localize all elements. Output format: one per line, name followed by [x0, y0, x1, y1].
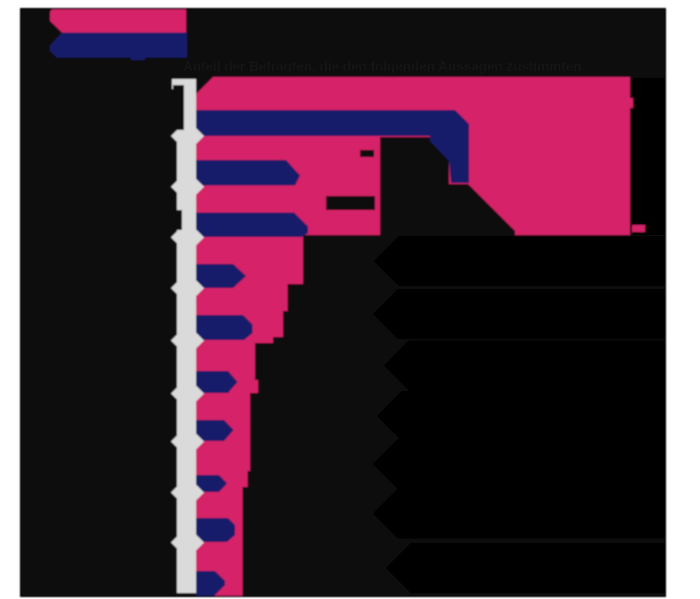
svg-text:Anteil der Befragten, die den: Anteil der Befragten, die den folgenden … — [183, 59, 582, 74]
